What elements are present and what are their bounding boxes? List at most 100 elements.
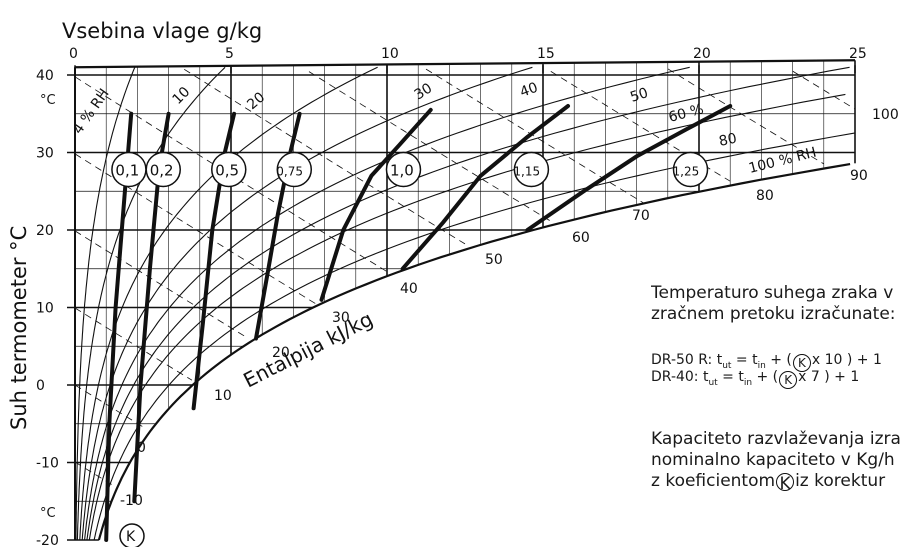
k-curve-marker [276, 151, 313, 188]
grid-lines [75, 60, 856, 541]
rh-curve [86, 66, 850, 541]
enthalpy-line [74, 307, 193, 381]
side-para2-line1: Kapaciteto razvlaževanja izrač [651, 429, 900, 449]
enthalpy-label: 70 [632, 208, 650, 224]
enthalpy-label: 90 [850, 168, 868, 184]
y-tick-label: 40 [36, 68, 54, 84]
enthalpy-lines [74, 68, 856, 487]
rh-label: 50 [628, 85, 650, 106]
formula2-tail: + ( [752, 369, 779, 385]
side-para2-line3-prefix: z koeficientom [651, 471, 776, 491]
k-curve [254, 111, 302, 341]
formula1-tail: + ( [765, 352, 792, 368]
rh-curve [75, 67, 136, 540]
formula1-prefix: DR-50 R: t [651, 352, 723, 368]
rh-curve [76, 66, 226, 541]
k-curve [319, 107, 433, 302]
rh-curve [97, 163, 851, 541]
enthalpy-line [425, 68, 645, 204]
formula2-sub-ut: ut [708, 378, 718, 388]
enthalpy-line [667, 68, 825, 165]
y-unit-top: °C [40, 93, 56, 108]
k-curve-marker [672, 151, 709, 188]
rh-label: 30 [412, 80, 436, 103]
y-tick-label: 30 [36, 146, 54, 162]
k-circle-icon: K [779, 371, 798, 389]
enthalpy-line [74, 230, 247, 338]
y-axis-title: Suh termometer °C [7, 226, 31, 430]
rh-label: 10 [170, 84, 194, 108]
rh-label: 40 [518, 80, 540, 101]
k-curve-label: 0,2 [150, 162, 174, 180]
enthalpy-label: 40 [400, 281, 418, 297]
side-paragraph-1: Temperaturo suhega zraka v pri zračnem p… [651, 283, 900, 325]
rh-curve [81, 66, 533, 541]
side-para2-line2: nominalno kapaciteto v Kg/h [651, 450, 895, 470]
k-curve [132, 111, 171, 504]
enthalpy-label: -10 [120, 493, 143, 509]
enthalpy-label: 20 [272, 345, 290, 361]
k-curve-label: 0,5 [215, 162, 239, 180]
k-curve-marker [513, 151, 550, 188]
rh-curve [93, 132, 855, 541]
x-tick-label: 10 [381, 46, 399, 62]
k-curve-marker [385, 151, 422, 188]
rh-label: 80 [718, 131, 739, 150]
enthalpy-label: 80 [756, 188, 774, 204]
y-tick-label: 20 [36, 223, 54, 239]
rh-curve [79, 66, 378, 541]
k-curve-marker [145, 151, 181, 188]
enthalpy-label: 0 [137, 440, 146, 456]
k-marker-label: K [126, 529, 136, 545]
top-boundary [74, 59, 856, 69]
y-tick-label: -10 [36, 456, 59, 472]
formula1-sub-ut: ut [722, 361, 732, 371]
k-curve-label: 1,25 [673, 165, 700, 179]
enthalpy-line [792, 70, 856, 110]
k-circle-icon [119, 523, 145, 547]
k-curves [104, 104, 733, 547]
formula1-sub-in: in [757, 361, 766, 371]
k-curve-label: 0,75 [276, 165, 303, 179]
side-para2-line3-suffix: iz korektur [795, 471, 886, 491]
x-tick-label: 20 [693, 46, 711, 62]
x-tick-label: 0 [69, 46, 78, 62]
k-curve-label: 1,15 [513, 165, 540, 179]
enthalpy-label: 50 [485, 252, 503, 268]
axes [67, 59, 856, 541]
side-para1-line2: zračnem pretoku izračunate: [651, 304, 896, 324]
enthalpy-label: 60 [572, 230, 590, 246]
formula2-prefix: DR-40: t [651, 369, 709, 385]
formula1-mid: = t [731, 352, 758, 368]
k-circle-icon: K [792, 354, 811, 372]
y-tick-label: 10 [36, 301, 54, 317]
k-circle-icon: K [776, 473, 795, 492]
k-curve-marker [211, 151, 247, 188]
y-unit-bottom: °C [40, 506, 56, 521]
k-curve [191, 111, 237, 411]
x-axis-title: Vsebina vlage g/kg [62, 19, 262, 43]
enthalpy-label: 10 [214, 388, 232, 404]
formula2-mid: = t [717, 369, 744, 385]
k-curve [525, 104, 733, 232]
y-tick-label: 0 [36, 378, 45, 394]
rh-curve [84, 66, 690, 541]
formula2-end: x 7 ) + 1 [798, 369, 860, 385]
x-tick-label: 25 [849, 46, 867, 62]
x-tick-label: 15 [537, 46, 555, 62]
k-curve-label: 0,1 [115, 162, 139, 180]
enthalpy-label: 30 [332, 310, 350, 326]
x-tick-label: 5 [225, 46, 234, 62]
enthalpy-label: 100 [872, 107, 899, 123]
formula1-end: x 10 ) + 1 [811, 352, 882, 368]
k-curve [400, 104, 570, 271]
y-tick-label: -20 [36, 533, 59, 547]
side-paragraph-2: Kapaciteto razvlaževanja izrač nominalno… [651, 429, 900, 492]
formula2-sub-in: in [743, 378, 753, 388]
side-para1-line1: Temperaturo suhega zraka v pri [651, 283, 900, 303]
k-curve-label: 1,0 [390, 162, 414, 180]
